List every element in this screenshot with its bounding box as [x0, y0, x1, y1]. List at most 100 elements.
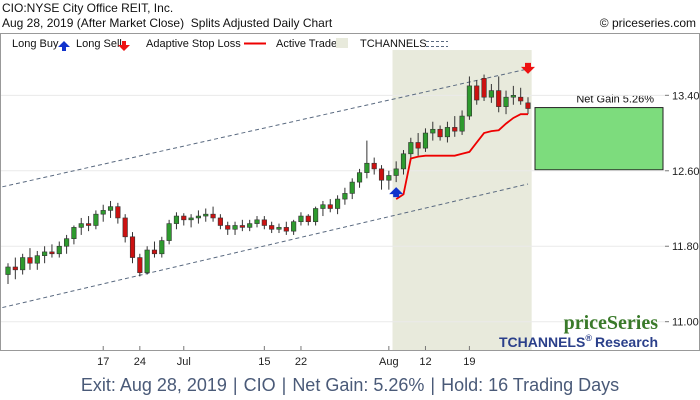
candle-body: [247, 223, 253, 228]
footer-separator: |: [232, 375, 238, 395]
candlestick: [437, 125, 443, 141]
candle-body: [34, 255, 40, 264]
candle-body: [210, 213, 216, 219]
candlestick: [474, 80, 480, 105]
footer-exit: Exit: Aug 28, 2019: [80, 375, 227, 395]
candle-body: [503, 96, 509, 107]
candlestick: [518, 87, 524, 105]
candlestick: [371, 157, 377, 175]
candle-body: [232, 225, 238, 230]
candle-body: [239, 225, 245, 228]
x-tick-label: 17: [97, 356, 109, 368]
candlestick: [291, 219, 297, 235]
candlestick: [378, 165, 385, 190]
candle-body: [151, 249, 158, 255]
long-sell-arrow-icon: [521, 62, 535, 74]
candle-body: [525, 102, 531, 109]
candlestick: [430, 121, 436, 141]
candlestick: [49, 244, 55, 258]
candlestick: [261, 216, 267, 230]
candle-body: [335, 198, 341, 209]
candlestick: [100, 204, 106, 222]
candle-body: [64, 238, 70, 247]
candlestick: [335, 195, 341, 215]
candle-body: [313, 208, 319, 223]
candlestick: [247, 219, 253, 232]
candlestick: [78, 217, 84, 235]
candlestick: [225, 221, 231, 235]
candle-body: [371, 162, 377, 170]
gridlines: [1, 94, 665, 323]
legend: Long Buy Long Sell Adaptive Stop Loss Ac…: [12, 38, 448, 51]
candle-body: [386, 175, 392, 181]
adaptive-stop-loss-line: [395, 113, 528, 200]
candle-body: [56, 245, 62, 255]
y-axis-ticks: 13.40 12.60 11.80 11.00: [665, 90, 700, 329]
channel-lower-line: [2, 183, 529, 309]
candle-body: [181, 215, 187, 221]
candle-body: [49, 251, 55, 255]
candle-body: [327, 204, 333, 209]
candle-body: [115, 206, 121, 219]
candle-body: [5, 266, 11, 275]
candlestick: [452, 116, 458, 137]
candle-body: [378, 168, 385, 181]
candlestick: [496, 76, 502, 113]
candle-body: [137, 257, 143, 273]
long-buy-arrow-icon: [389, 187, 404, 198]
brand-tchannels: TCHANNELS: [499, 334, 585, 350]
y-tick-label: 12.60: [672, 166, 700, 178]
candlestick: [166, 219, 172, 245]
net-gain-box: [534, 107, 664, 171]
candlestick: [313, 206, 319, 226]
candle-body: [166, 223, 172, 241]
candlestick: [203, 208, 209, 222]
candle-body: [225, 225, 231, 230]
x-tick-label: 19: [463, 356, 475, 368]
footer-hold: Hold: 16 Trading Days: [441, 375, 620, 395]
legend-tchannels-label: TCHANNELS: [360, 38, 427, 50]
footer-ticker: CIO: [243, 375, 276, 395]
tchannels-lines: [2, 68, 529, 309]
candle-body: [408, 142, 414, 155]
candlestick: [481, 74, 487, 101]
candlestick: [327, 199, 333, 213]
candlestick: [415, 133, 421, 156]
long-sell-arrow-icon: [118, 41, 130, 51]
candlestick: [349, 178, 355, 200]
candlestick: [34, 250, 40, 270]
x-tick-label: 24: [134, 356, 146, 368]
chart-description: Splits Adjusted Daily Chart: [190, 16, 333, 30]
candle-body: [269, 225, 275, 230]
candle-body: [430, 128, 436, 134]
candle-body: [510, 95, 516, 98]
candlestick: [269, 221, 275, 234]
candle-body: [254, 219, 260, 224]
candlestick: [85, 216, 92, 232]
long-buy-arrow-icon: [58, 41, 70, 51]
candle-body: [481, 78, 487, 98]
candle-body: [27, 257, 33, 264]
candle-body: [159, 240, 165, 255]
candlestick: [459, 110, 465, 135]
candle-body: [42, 251, 48, 256]
candlestick: [422, 128, 429, 152]
tchannels-research-logo: TCHANNELS® Research: [499, 333, 658, 350]
candlestick: [320, 200, 326, 217]
candle-body: [364, 162, 370, 173]
trade-markers: [389, 62, 535, 198]
candlestick: [239, 219, 245, 232]
candle-body: [320, 204, 326, 209]
candlestick: [159, 236, 165, 258]
candlesticks: [5, 74, 531, 284]
candle-body: [144, 249, 150, 273]
candlestick: [129, 232, 136, 264]
y-tick-label: 11.00: [672, 317, 699, 329]
candlestick: [5, 263, 11, 284]
footer-separator: |: [430, 375, 436, 395]
brand-research: Research: [595, 334, 658, 350]
priceseries-logo: priceSeries: [564, 312, 659, 334]
candlestick: [56, 241, 62, 258]
candle-body: [415, 142, 421, 149]
candle-body: [12, 266, 18, 271]
